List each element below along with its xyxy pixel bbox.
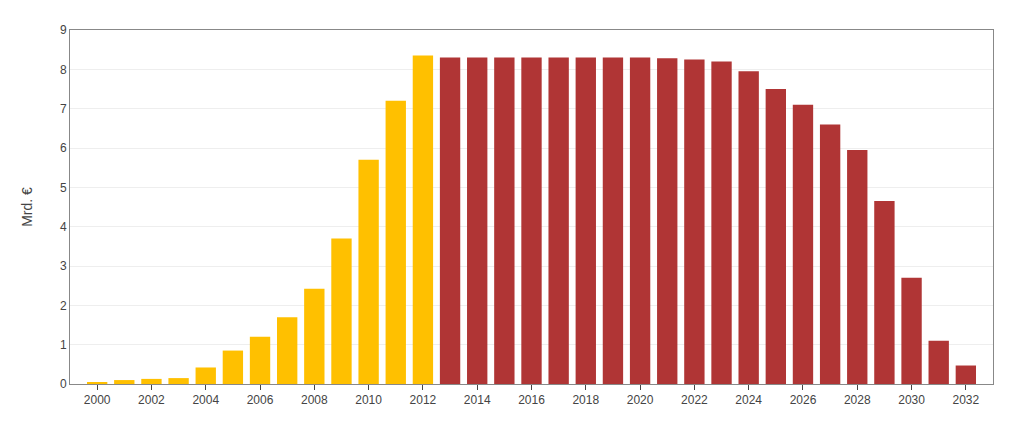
svg-text:2020: 2020	[627, 393, 654, 407]
svg-text:2004: 2004	[192, 393, 219, 407]
svg-text:2002: 2002	[138, 393, 165, 407]
svg-text:3: 3	[60, 259, 67, 273]
svg-text:2018: 2018	[572, 393, 599, 407]
svg-text:7: 7	[60, 102, 67, 116]
svg-text:2032: 2032	[952, 393, 979, 407]
svg-text:2008: 2008	[301, 393, 328, 407]
svg-text:2030: 2030	[898, 393, 925, 407]
svg-text:2012: 2012	[410, 393, 437, 407]
svg-text:2: 2	[60, 299, 67, 313]
svg-text:8: 8	[60, 63, 67, 77]
svg-text:0: 0	[60, 377, 67, 391]
svg-text:5: 5	[60, 181, 67, 195]
svg-text:2026: 2026	[790, 393, 817, 407]
svg-text:4: 4	[60, 220, 67, 234]
svg-text:2028: 2028	[844, 393, 871, 407]
svg-text:2010: 2010	[355, 393, 382, 407]
svg-text:2016: 2016	[518, 393, 545, 407]
svg-text:9: 9	[60, 23, 67, 37]
svg-text:2024: 2024	[735, 393, 762, 407]
svg-text:2022: 2022	[681, 393, 708, 407]
svg-text:2014: 2014	[464, 393, 491, 407]
svg-text:Mrd. €: Mrd. €	[19, 187, 35, 227]
svg-text:6: 6	[60, 141, 67, 155]
svg-text:2000: 2000	[84, 393, 111, 407]
svg-text:2006: 2006	[247, 393, 274, 407]
svg-text:1: 1	[60, 338, 67, 352]
